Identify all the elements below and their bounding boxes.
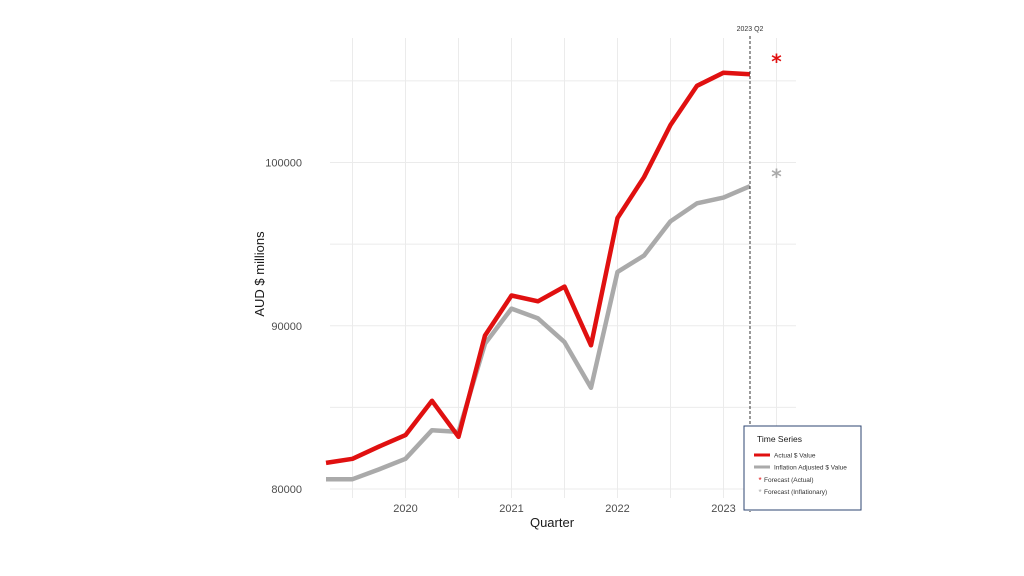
legend-label-forecast-inflationary: Forecast (Inflationary) xyxy=(764,489,827,496)
y-tick-label: 80000 xyxy=(271,484,302,496)
x-tick-label: 2020 xyxy=(393,503,417,515)
legend-label-inflation: Inflation Adjusted $ Value xyxy=(774,465,847,472)
y-axis-ticks: 80000 90000 100000 xyxy=(265,158,302,497)
legend-marker-forecast-actual: * xyxy=(758,476,761,485)
legend-label-forecast-actual: Forecast (Actual) xyxy=(764,477,814,484)
grid-lines xyxy=(330,38,796,498)
x-axis-ticks: 2020 2021 2022 2023 xyxy=(393,503,735,515)
y-axis-title: AUD $ millions xyxy=(252,231,267,317)
legend-label-actual: Actual $ Value xyxy=(774,453,816,460)
series-lines xyxy=(325,70,751,482)
forecast-marker-actual: * xyxy=(771,50,782,74)
x-tick-label: 2023 xyxy=(711,503,735,515)
series-line-actual-value xyxy=(325,70,751,466)
legend-marker-forecast-inflationary: * xyxy=(758,488,761,497)
legend-title: Time Series xyxy=(757,434,802,444)
x-tick-label: 2022 xyxy=(605,503,629,515)
y-tick-label: 90000 xyxy=(271,321,302,333)
forecast-marker-inflationary: * xyxy=(771,165,782,189)
y-tick-label: 100000 xyxy=(265,158,302,170)
forecast-markers: ** xyxy=(771,50,782,189)
legend: Time Series Actual $ Value Inflation Adj… xyxy=(743,425,862,511)
x-axis-title: Quarter xyxy=(530,515,575,530)
series-line-inflation-adjusted-value xyxy=(326,184,751,482)
reference-line-label: 2023 Q2 xyxy=(737,26,764,33)
x-tick-label: 2021 xyxy=(499,503,523,515)
